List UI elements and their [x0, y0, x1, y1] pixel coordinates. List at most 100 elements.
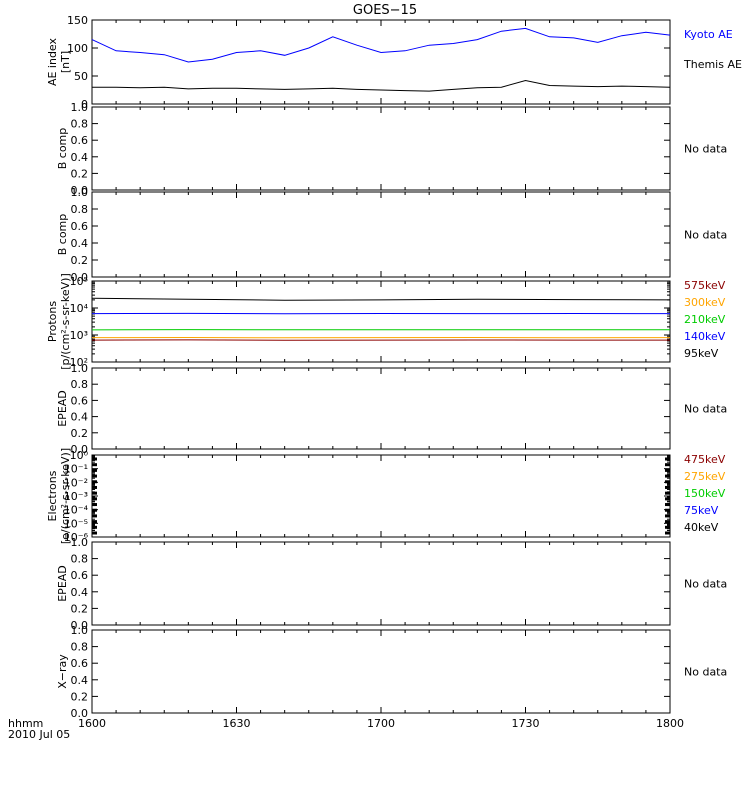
y-axis-label: EPEAD: [56, 390, 69, 427]
series-line-themis-ae: [92, 79, 671, 92]
panel-b1: 0.0 0.2 0.4 0.6 0.8 1.0 B comp No data: [56, 101, 727, 197]
no-data-label: No data: [684, 578, 727, 591]
date-label: 2010 Jul 05: [8, 728, 70, 741]
y-tick-label: 0.0: [71, 619, 89, 632]
legend-label: 275keV: [684, 470, 726, 483]
y-tick-label: 0.2: [71, 690, 89, 703]
y-tick-label: 10⁻⁴: [64, 504, 89, 517]
panel-ae: 0 50 100 150 AE index [nT] Kyoto AE Themis AE: [46, 14, 742, 111]
edge-mark: [92, 485, 97, 489]
series-line-95kev: [91, 297, 671, 301]
x-tick-label: 1600: [78, 717, 106, 730]
y-tick-label: 0.0: [71, 271, 89, 284]
no-data-label: No data: [684, 143, 727, 156]
panel-frame: [91, 191, 671, 278]
y-tick-label: 0.6: [71, 569, 89, 582]
y-tick-label: 10⁵: [70, 275, 88, 288]
panel-frame: [91, 280, 671, 363]
y-tick-label: 0.4: [71, 411, 89, 424]
no-data-label: No data: [684, 666, 727, 679]
y-tick-label: 0.8: [71, 378, 89, 391]
y-tick-label: 10⁴: [70, 302, 89, 315]
panel-epead2: 0.0 0.2 0.4 0.6 0.8 1.0 EPEAD No data: [56, 536, 727, 632]
y-tick-label: 1.0: [71, 624, 89, 637]
panel-frame: [91, 367, 671, 450]
y-axis-label: B comp: [56, 128, 69, 170]
series-line-kyoto-ae: [91, 27, 671, 63]
y-tick-label: 1.0: [71, 362, 89, 375]
edge-mark: [665, 491, 670, 495]
edge-mark: [92, 480, 97, 484]
x-tick-label: 1630: [223, 717, 251, 730]
y-axis-label: Protons: [46, 301, 59, 342]
edge-mark: [92, 497, 97, 501]
y-tick-label: 0.8: [71, 203, 89, 216]
y-tick-label: 100: [67, 42, 88, 55]
y-tick-label: 0.6: [71, 220, 89, 233]
y-tick-label: 10²: [70, 356, 88, 369]
y-axis-label: AE index: [46, 37, 59, 86]
edge-mark: [665, 485, 670, 489]
edge-mark: [92, 514, 97, 518]
x-axis-unit-label: hhmm: [8, 717, 43, 730]
edge-mark: [665, 468, 670, 472]
y-tick-label: 0.0: [71, 443, 89, 456]
edge-mark: [665, 474, 670, 478]
panel-frame: [91, 629, 671, 714]
x-tick-label: 1800: [656, 717, 684, 730]
y-tick-label: 0.8: [71, 641, 89, 654]
edge-mark: [92, 503, 97, 507]
y-tick-label: 0.6: [71, 394, 89, 407]
no-data-label: No data: [684, 229, 727, 242]
y-tick-label: 1.0: [71, 536, 89, 549]
edge-mark: [92, 463, 97, 467]
y-tick-label: 10⁰: [70, 449, 89, 462]
y-tick-label: 50: [74, 70, 88, 83]
edge-mark: [665, 508, 670, 512]
edge-mark: [92, 520, 97, 524]
y-axis-label: Electrons: [46, 470, 59, 521]
edge-mark: [92, 457, 97, 461]
x-tick-label: 1730: [512, 717, 540, 730]
no-data-label: No data: [684, 403, 727, 416]
edge-mark: [92, 468, 97, 472]
y-axis-label: [p/(cm²-s-sr-keV)]: [59, 273, 72, 370]
y-axis-label: B comp: [56, 214, 69, 256]
legend-label: 75keV: [684, 504, 719, 517]
y-tick-label: 10⁻⁵: [64, 517, 88, 530]
y-tick-label: 0.4: [71, 674, 89, 687]
y-axis-label: EPEAD: [56, 565, 69, 602]
y-tick-label: 0.4: [71, 586, 89, 599]
y-tick-label: 0.0: [71, 707, 89, 720]
y-tick-label: 0.8: [71, 553, 89, 566]
y-tick-label: 0.6: [71, 657, 89, 670]
y-tick-label: 0.6: [71, 134, 89, 147]
y-tick-label: 0.2: [71, 167, 89, 180]
y-tick-label: 10⁻⁶: [64, 531, 89, 544]
legend-label: 575keV: [684, 279, 726, 292]
y-tick-label: 0.4: [71, 237, 89, 250]
edge-mark: [665, 503, 670, 507]
edge-mark: [92, 525, 97, 529]
y-tick-label: 0.4: [71, 151, 89, 164]
edge-mark: [92, 531, 97, 535]
y-tick-label: 0.2: [71, 427, 89, 440]
y-tick-label: 1.0: [71, 101, 89, 114]
panel-epead1: 0.0 0.2 0.4 0.6 0.8 1.0 EPEAD No data: [56, 362, 727, 456]
edge-mark: [665, 525, 670, 529]
edge-mark: [92, 474, 97, 478]
y-axis-label: [nT]: [59, 51, 72, 73]
y-tick-label: 10⁻¹: [64, 463, 88, 476]
y-tick-label: 10⁻³: [64, 490, 88, 503]
y-tick-label: 10³: [70, 329, 88, 342]
panel-frame: [91, 454, 671, 538]
plot-title: GOES−15: [353, 3, 417, 18]
legend-label: 300keV: [684, 296, 726, 309]
y-tick-label: 0.2: [71, 254, 89, 267]
legend-label: 210keV: [684, 313, 726, 326]
edge-mark: [665, 463, 670, 467]
legend-label: Kyoto AE: [684, 28, 733, 41]
legend-label: 140keV: [684, 330, 726, 343]
edge-mark: [665, 457, 670, 461]
